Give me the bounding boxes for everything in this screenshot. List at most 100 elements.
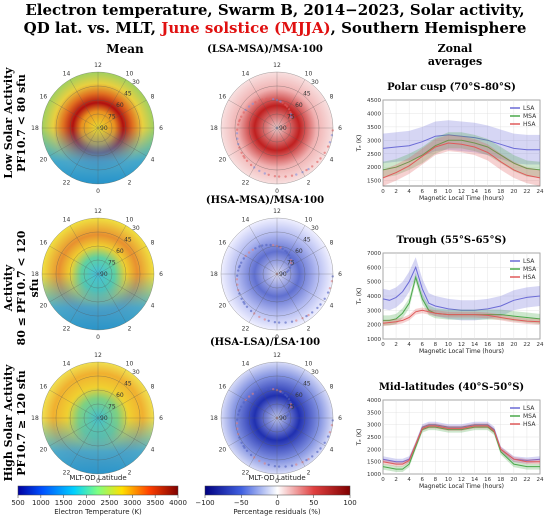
- series-band-lsa: [383, 120, 540, 165]
- polar-speckle: [251, 102, 254, 106]
- polar-speckle: [237, 413, 240, 416]
- polar-speckle: [236, 418, 239, 421]
- series-band-hsa: [383, 134, 540, 186]
- polar-spoke: [97, 369, 127, 419]
- polar-speckle: [267, 463, 270, 466]
- polar-mlt-label: 2: [128, 326, 132, 333]
- y-tick-label: 1000: [367, 337, 381, 343]
- polar-spoke: [276, 127, 306, 177]
- polar-mlt-label: 10: [126, 70, 134, 77]
- polar-mlt-label: 4: [330, 447, 334, 454]
- polar-spoke: [248, 273, 278, 323]
- polar-speckle: [258, 169, 261, 173]
- polar-speckle: [236, 427, 239, 430]
- polar-speckle: [316, 160, 319, 164]
- polar-mlt-label: 2: [307, 180, 311, 187]
- polar-mlt-label: 8: [151, 94, 155, 101]
- polar-mlt-label: 12: [94, 352, 102, 359]
- polar-lat-label: 45: [303, 381, 311, 388]
- polar-speckle: [251, 248, 254, 251]
- polar-mlt-label: 8: [151, 384, 155, 391]
- legend-label-lsa: LSA: [523, 105, 535, 112]
- y-tick-label: 4000: [367, 294, 381, 300]
- polar-speckle: [237, 269, 240, 272]
- polar-speckle: [273, 465, 277, 468]
- polar-lat-label: 30: [132, 225, 140, 232]
- polar-speckle: [249, 163, 253, 167]
- polar-lat-label: 60: [295, 102, 303, 109]
- polar-mlt-label: 6: [159, 125, 163, 132]
- polar-speckle: [240, 297, 243, 300]
- polar-mlt-label: 0: [275, 478, 279, 485]
- polar-lat-label: 90: [100, 415, 108, 422]
- polar-mlt-label: 4: [330, 303, 334, 310]
- polar-spoke: [69, 369, 99, 419]
- series-line-msa: [382, 426, 540, 470]
- polar-spoke: [97, 79, 127, 129]
- polar-speckle: [326, 435, 330, 438]
- polar-speckle: [307, 313, 310, 317]
- zonal-chart-mid-latitudes: Mid-latitudes (40°S-50°S)0 2 4 6 8 10 12 14 16 18…: [356, 382, 544, 490]
- polar-spoke: [97, 417, 127, 467]
- x-tick-label: 14: [471, 342, 478, 348]
- polar-mlt-label: 0: [275, 334, 279, 341]
- polar-lat-label: 60: [295, 392, 303, 399]
- legend-label-msa: MSA: [523, 113, 537, 120]
- x-tick-label: 20: [510, 189, 517, 195]
- x-tick-label: 18: [497, 342, 504, 348]
- zonal-chart-trough: Trough (55°S-65°S)0 2 4 6 8 10 12 14 16 18 20 22 241…: [356, 235, 544, 355]
- polar-lat-label: 30: [311, 225, 319, 232]
- x-tick-label: 0: [381, 189, 385, 195]
- polar-speckle: [285, 251, 289, 254]
- polar-spoke: [276, 225, 306, 275]
- colorbar-mean-ticks: 500 1000 1500 2000 2500 3000 3500 4000: [11, 495, 187, 507]
- polar-speckle: [238, 118, 241, 122]
- polar-speckle: [254, 101, 257, 104]
- polar-speckle: [284, 175, 287, 178]
- polar-lat-label: 75: [108, 114, 116, 121]
- polar-speckle: [319, 157, 322, 160]
- polar-speckle: [295, 319, 298, 322]
- polar-speckle: [265, 243, 268, 247]
- polar-lat-label: 30: [132, 79, 140, 86]
- polar-mlt-label: 8: [151, 240, 155, 247]
- polar-speckle: [289, 257, 292, 260]
- polar-speckle: [285, 105, 289, 108]
- polar-speckle: [258, 315, 261, 319]
- polar-speckle: [263, 318, 266, 321]
- polar-speckle: [323, 297, 326, 300]
- y-tick-label: 4500: [367, 98, 381, 104]
- polar-mlt-label: 0: [275, 188, 279, 195]
- polar-mlt-label: 22: [63, 326, 71, 333]
- polar-speckle: [289, 120, 292, 124]
- polar-mlt-label: 8: [330, 384, 334, 391]
- polar-speckle: [263, 172, 266, 175]
- polar-spoke: [248, 127, 278, 177]
- polar-mlt-label: 12: [273, 208, 281, 215]
- polar-spoke: [276, 245, 326, 275]
- polar-speckle: [235, 422, 239, 425]
- y-tick-label: 2000: [367, 165, 381, 171]
- x-tick-label: 18: [497, 477, 504, 483]
- polar-mlt-label: 4: [151, 303, 155, 310]
- polar-spoke: [248, 79, 278, 129]
- polar-lat-label: 60: [116, 102, 124, 109]
- x-tick-label: 4: [407, 477, 411, 483]
- polar-spoke: [228, 273, 278, 303]
- polar-speckle: [238, 264, 241, 267]
- polar-speckle: [263, 462, 266, 465]
- polar-mlt-label: 20: [40, 447, 48, 454]
- polar-mlt-label: 0: [96, 478, 100, 485]
- polar-spoke: [97, 273, 147, 303]
- polar-speckle: [307, 457, 310, 461]
- figure-title-line1: Electron temperature, Swarm B, 2014−2023…: [25, 1, 525, 19]
- polar-mlt-label: 16: [40, 240, 48, 247]
- polar-spoke: [69, 127, 99, 177]
- x-tick-label: 16: [484, 342, 491, 348]
- x-tick-label: 12: [458, 342, 465, 348]
- polar-mlt-label: 16: [219, 240, 227, 247]
- x-tick-label: 2: [394, 342, 398, 348]
- zonal-chart-title: Polar cusp (70°S-80°S): [387, 82, 516, 93]
- x-tick-label: 0: [381, 342, 385, 348]
